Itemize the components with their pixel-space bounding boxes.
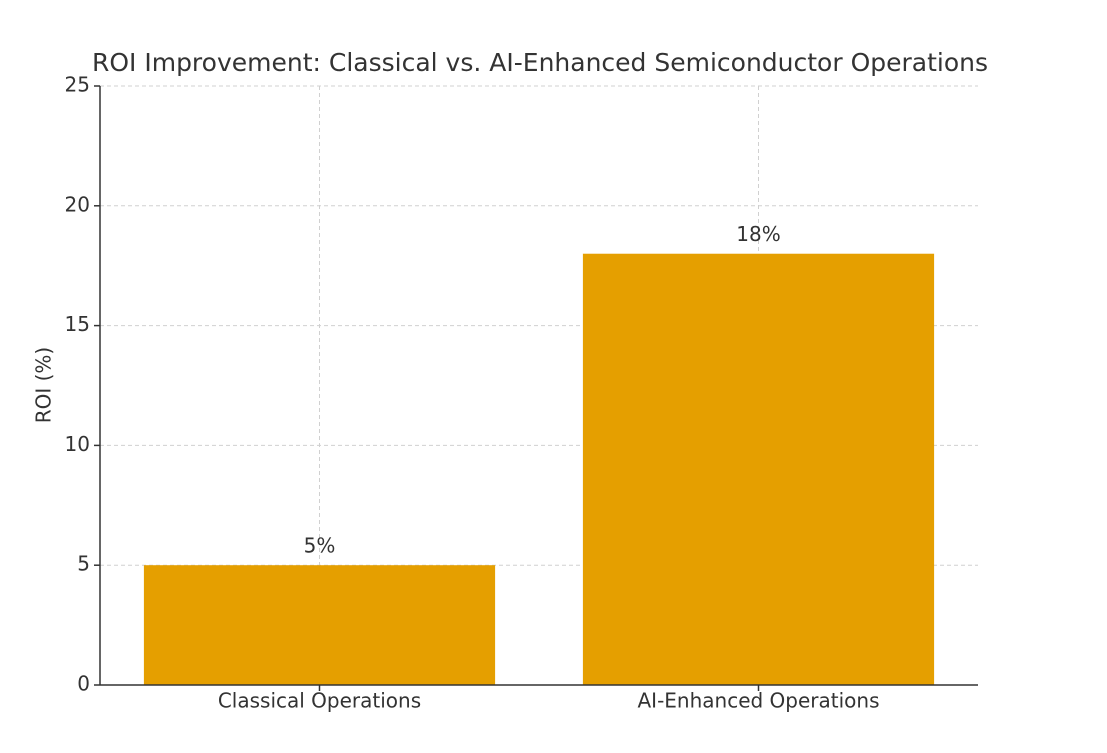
y-tick-label: 0 xyxy=(77,672,90,696)
bar xyxy=(143,565,496,685)
y-tick-label: 25 xyxy=(65,73,90,97)
chart-title: ROI Improvement: Classical vs. AI-Enhanc… xyxy=(92,48,988,77)
x-tick-label: Classical Operations xyxy=(218,689,421,713)
value-label: 18% xyxy=(736,222,780,246)
y-tick-label: 20 xyxy=(65,192,90,216)
x-tick-label: AI-Enhanced Operations xyxy=(637,689,879,713)
y-tick-label: 10 xyxy=(65,432,90,456)
y-tick-label: 5 xyxy=(77,552,90,576)
bar xyxy=(582,253,935,685)
value-label: 5% xyxy=(304,534,336,558)
y-tick-label: 15 xyxy=(65,312,90,336)
y-axis-label: ROI (%) xyxy=(32,347,56,424)
